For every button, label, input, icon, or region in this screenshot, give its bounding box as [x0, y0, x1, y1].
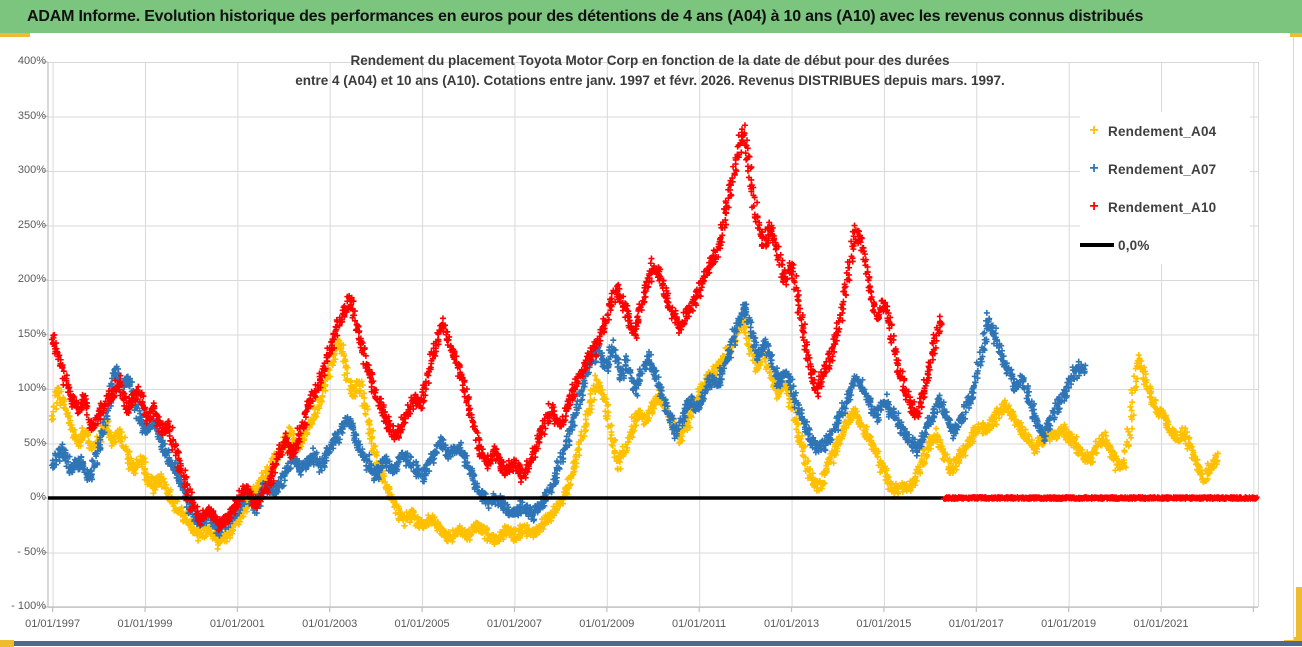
- plus-marker-icon: +: [1089, 160, 1099, 177]
- legend-label: Rendement_A10: [1108, 199, 1217, 215]
- legend: + Rendement_A04 + Rendement_A07 + Rendement_A…: [1080, 112, 1250, 264]
- plus-marker-icon: +: [1089, 122, 1099, 139]
- plus-marker-icon: +: [1089, 198, 1099, 215]
- y-tick-label: 50%: [23, 436, 46, 449]
- x-tick-label: 01/01/1997: [25, 618, 81, 630]
- legend-label: 0,0%: [1118, 237, 1150, 253]
- y-tick-label: - 100%: [11, 600, 46, 612]
- y-tick-label: 350%: [17, 109, 46, 122]
- x-tick-label: 01/01/2009: [579, 618, 635, 630]
- x-tick-label: 01/01/2005: [394, 618, 450, 630]
- y-tick-label: 250%: [17, 218, 46, 231]
- y-tick-label: 200%: [17, 273, 46, 285]
- x-tick-label: 01/01/2001: [209, 618, 265, 630]
- legend-label: Rendement_A07: [1108, 161, 1217, 177]
- y-tick-label: 400%: [17, 55, 46, 67]
- zero-line-icon: [1080, 243, 1114, 247]
- legend-item-rendement-a04: + Rendement_A04: [1080, 112, 1250, 150]
- legend-item-0-0-: 0,0%: [1080, 226, 1250, 264]
- x-tick-label: 01/01/2021: [1133, 618, 1189, 630]
- y-tick-label: - 50%: [17, 545, 46, 558]
- x-tick-label: 01/01/2013: [764, 618, 820, 630]
- x-tick-label: 01/01/2011: [672, 618, 727, 630]
- x-tick-label: 01/01/2007: [486, 618, 542, 630]
- legend-item-rendement-a10: + Rendement_A10: [1080, 188, 1250, 226]
- y-tick-label: 0%: [30, 491, 46, 503]
- chart-title: Rendement du placement Toyota Motor Corp…: [60, 51, 1240, 91]
- x-tick-label: 01/01/2003: [302, 618, 358, 630]
- x-tick-label: 01/01/2017: [948, 618, 1004, 630]
- y-tick-label: 100%: [17, 382, 46, 394]
- legend-item-rendement-a07: + Rendement_A07: [1080, 150, 1250, 188]
- chart-title-line1: Rendement du placement Toyota Motor Corp…: [350, 53, 950, 68]
- x-tick-label: 01/01/2015: [856, 618, 912, 630]
- y-tick-label: 150%: [17, 327, 46, 340]
- y-tick-label: 300%: [17, 164, 46, 176]
- x-tick-label: 01/01/1999: [117, 618, 173, 630]
- chart-title-line2: entre 4 (A04) et 10 ans (A10). Cotations…: [295, 73, 1005, 88]
- legend-label: Rendement_A04: [1108, 123, 1217, 139]
- x-tick-label: 01/01/2019: [1041, 618, 1097, 630]
